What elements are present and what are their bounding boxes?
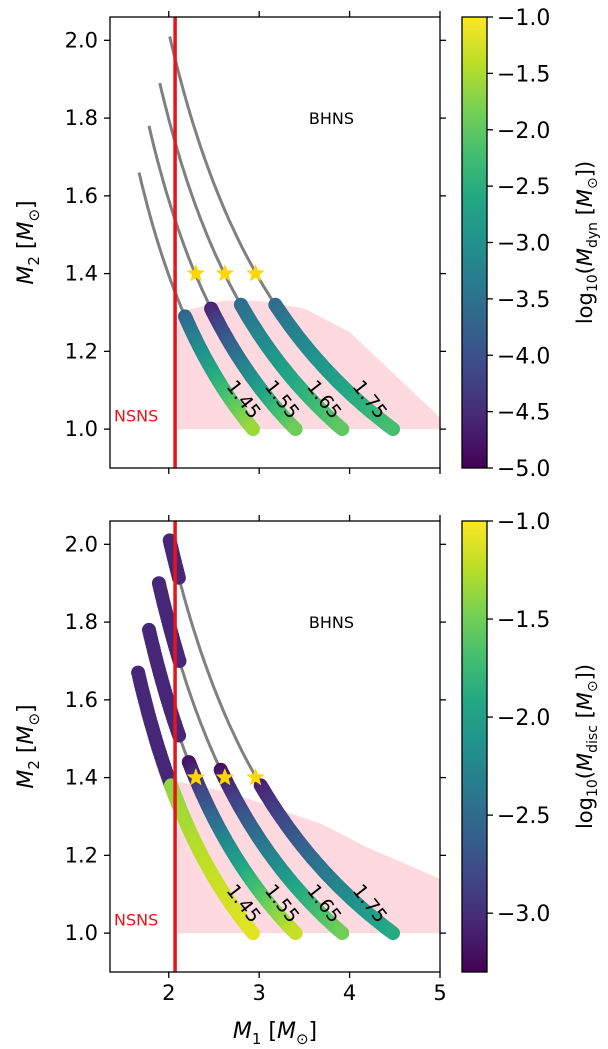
colorbar <box>461 16 488 469</box>
colorbar-tick-label: −2.5 <box>497 175 550 200</box>
colorbar-tick-label: −2.0 <box>497 119 550 144</box>
colorbar-tick-label: −1.5 <box>497 608 550 633</box>
label-bhns: BHNS <box>309 109 354 128</box>
star-marker-2 <box>215 263 235 282</box>
x-tick-label: 4 <box>343 981 356 1005</box>
mass-band-1.65 <box>233 297 350 437</box>
star-marker-2 <box>215 767 235 786</box>
colorbar-tick-label: −4.0 <box>497 344 550 369</box>
x-tick-label: 5 <box>433 981 446 1005</box>
mass-band-1.75 <box>268 297 400 437</box>
colorbar-tick-label: −5.0 <box>497 457 550 482</box>
ejecta-point <box>246 926 260 941</box>
colorbar <box>461 520 488 973</box>
y-tick-label: 1.8 <box>65 106 98 130</box>
y-tick-label: 1.2 <box>65 843 98 867</box>
y-tick-label: 1.0 <box>65 417 98 441</box>
y-tick-label: 1.2 <box>65 339 98 363</box>
colorbar-tick-label: −2.0 <box>497 706 550 731</box>
y-tick-label: 1.0 <box>65 921 98 945</box>
y-tick-label: 1.6 <box>65 688 98 712</box>
y-tick-label: 1.4 <box>65 262 98 286</box>
plot-area: 1.451.551.65 1.75 <box>131 521 440 972</box>
label-nsns: NSNS <box>114 406 158 425</box>
colorbar-tick-label: −2.5 <box>497 804 550 829</box>
axes-frame <box>109 16 441 469</box>
y-tick-label: 1.8 <box>65 610 98 634</box>
x-tick-label: 3 <box>252 981 265 1005</box>
ejecta-point <box>288 926 303 941</box>
y-axis-label: M2 [M⊙] <box>14 200 43 284</box>
colorbar-tick-label: −1.0 <box>497 510 550 535</box>
colorbar-tick-label: −1.0 <box>497 6 550 31</box>
star-marker-1 <box>186 767 206 786</box>
mass-band-1.55 <box>204 301 303 437</box>
y-tick-label: 1.4 <box>65 766 98 790</box>
plot-area: 1.451.551.65 1.75 <box>137 17 440 468</box>
colorbar-tick-label: −1.5 <box>497 62 550 87</box>
ejecta-point <box>335 926 350 941</box>
ejecta-point <box>386 926 400 941</box>
y-axis-label: M2 [M⊙] <box>14 704 43 788</box>
pink-region <box>177 300 440 430</box>
colorbar-tick-label: −3.5 <box>497 288 550 313</box>
y-tick-label: 2.0 <box>65 532 98 556</box>
star-marker-3 <box>246 767 265 786</box>
y-tick-label: 2.0 <box>65 28 98 52</box>
pre-threshold-band-1.75 <box>162 533 186 585</box>
axes-frame <box>109 520 441 973</box>
mass-band-1.45 <box>178 309 260 437</box>
colorbar-tick-label: −3.0 <box>497 902 550 927</box>
colorbar-tick-label: −4.5 <box>497 401 550 426</box>
ejecta-point <box>288 422 303 437</box>
star-marker-1 <box>186 263 206 282</box>
x-tick-label: 2 <box>162 981 175 1005</box>
mass-band-1.75 <box>253 778 400 941</box>
ejecta-point <box>386 422 400 437</box>
label-bhns: BHNS <box>309 613 354 632</box>
ejecta-point <box>246 422 260 437</box>
y-tick-label: 1.6 <box>65 184 98 208</box>
mass-band-1.45 <box>164 778 260 941</box>
colorbar-label: log10(Mdisc [M⊙]) <box>573 664 601 829</box>
star-marker-3 <box>246 263 265 282</box>
colorbar-tick-label: −3.0 <box>497 232 550 257</box>
x-axis-label: M1 [M⊙] <box>233 1019 317 1048</box>
label-nsns: NSNS <box>114 910 158 929</box>
colorbar-label: log10(Mdyn [M⊙]) <box>573 161 601 324</box>
ejecta-point <box>335 422 350 437</box>
